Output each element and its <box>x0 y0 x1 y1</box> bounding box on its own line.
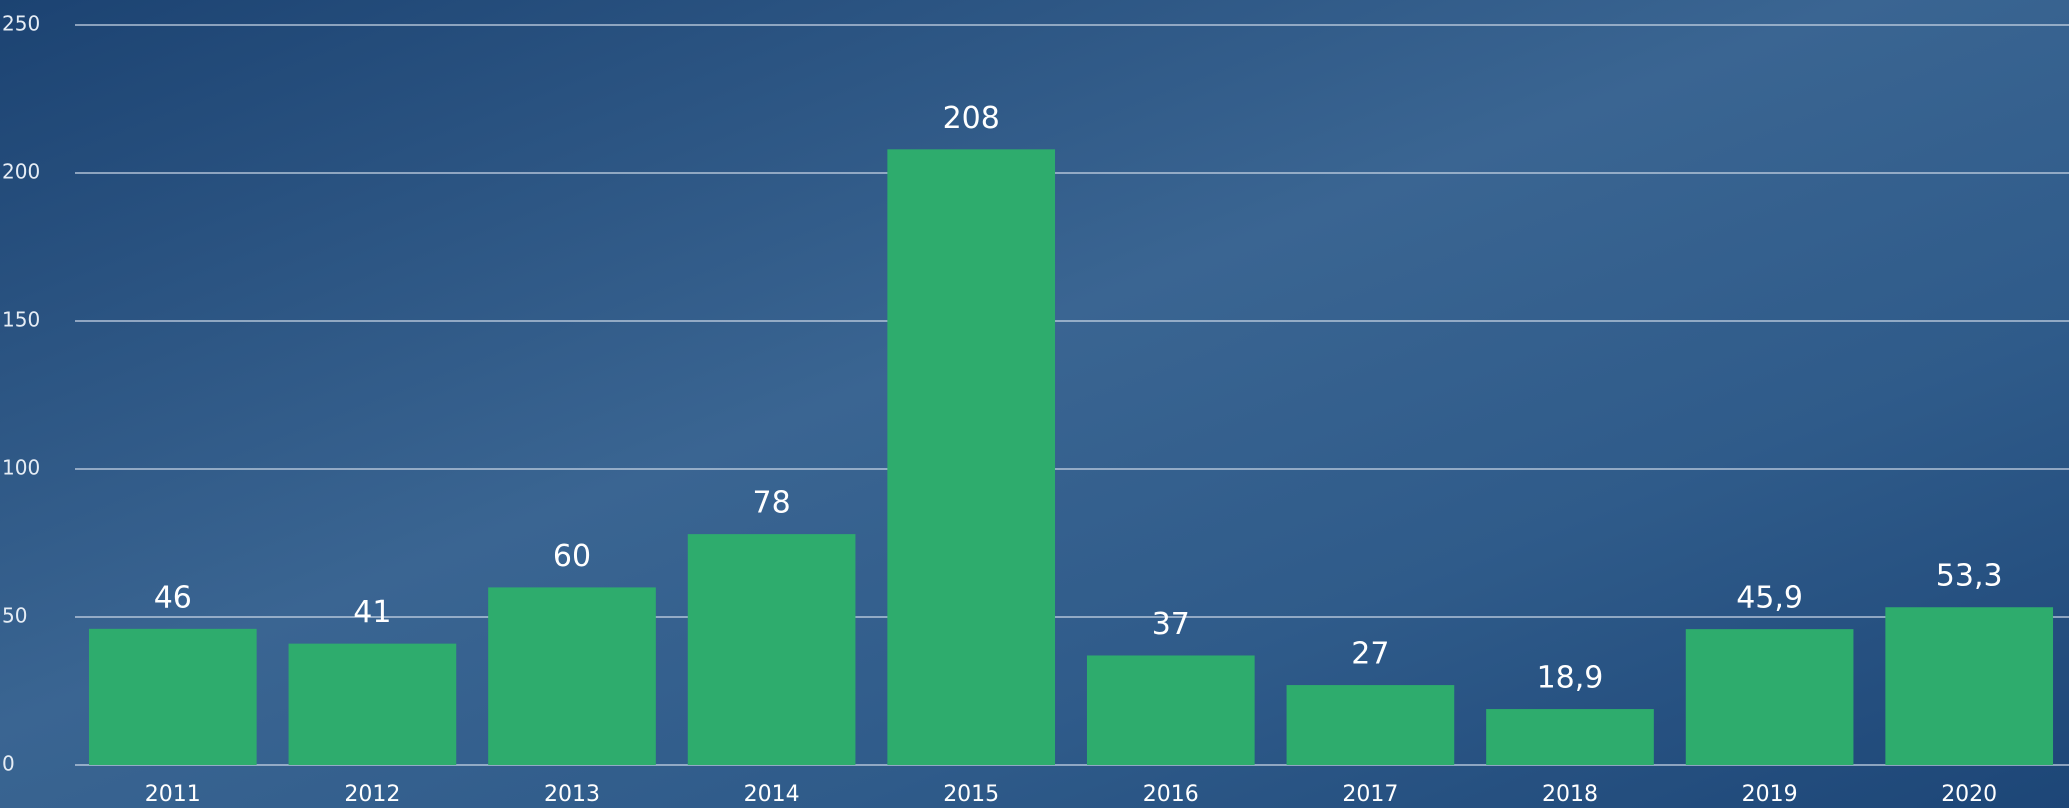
x-tick-label: 2014 <box>744 782 800 807</box>
x-tick-label: 2016 <box>1143 782 1199 807</box>
y-tick-label: 250 <box>2 12 40 36</box>
x-tick-label: 2013 <box>544 782 600 807</box>
bar <box>488 587 656 765</box>
value-label: 27 <box>1351 637 1389 672</box>
value-label: 37 <box>1152 607 1190 642</box>
value-label: 208 <box>943 101 1000 136</box>
x-tick-label: 2019 <box>1742 782 1798 807</box>
x-tick-label: 2015 <box>943 782 999 807</box>
value-label: 78 <box>753 486 791 521</box>
bar <box>1087 655 1255 765</box>
x-tick-label: 2012 <box>344 782 400 807</box>
value-label: 41 <box>353 595 391 630</box>
bar <box>1486 709 1654 765</box>
bar <box>89 629 257 765</box>
x-tick-label: 2011 <box>145 782 201 807</box>
bar <box>887 149 1055 765</box>
value-label: 46 <box>154 580 192 615</box>
y-tick-label: 200 <box>2 160 40 184</box>
y-tick-label: 150 <box>2 308 40 332</box>
x-tick-label: 2017 <box>1342 782 1398 807</box>
x-tick-label: 2018 <box>1542 782 1598 807</box>
y-tick-label: 100 <box>2 456 40 480</box>
value-label: 45,9 <box>1736 581 1803 616</box>
y-tick-label: 0 <box>2 752 15 776</box>
value-label: 60 <box>553 539 591 574</box>
bar <box>289 644 457 765</box>
bar <box>1885 607 2053 765</box>
page: {"chart_data": {"type": "bar", "categori… <box>0 0 2069 808</box>
bar <box>1287 685 1455 765</box>
value-label: 18,9 <box>1537 661 1604 696</box>
bar <box>1686 629 1854 765</box>
x-tick-label: 2020 <box>1941 782 1997 807</box>
y-tick-label: 50 <box>2 604 27 628</box>
value-label: 53,3 <box>1936 559 2003 594</box>
bar <box>688 534 856 765</box>
chart: 0 50 100 150 200 250 2011 46 2012 41 2013 60 2014 78 2… <box>0 0 2069 808</box>
